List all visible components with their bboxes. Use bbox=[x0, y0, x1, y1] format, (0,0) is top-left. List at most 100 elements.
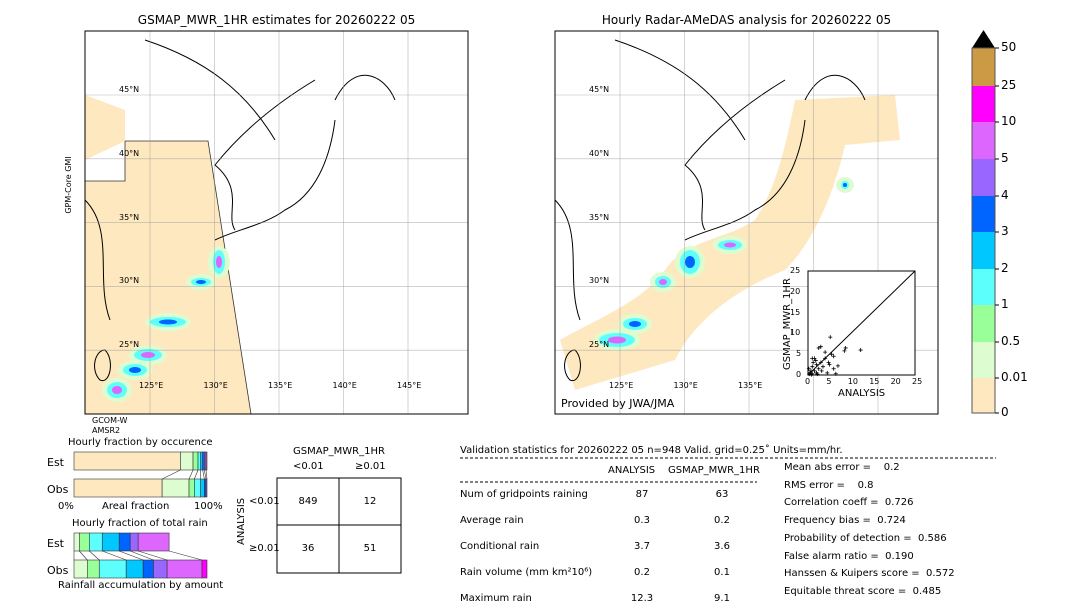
coastline bbox=[84, 39, 396, 382]
colorbar-tick-label: 0 bbox=[1001, 405, 1009, 419]
scatter-point bbox=[810, 364, 815, 369]
cell-tn: 849 bbox=[298, 496, 318, 507]
stat-row-label: Num of gridpoints raining bbox=[460, 489, 588, 500]
contingency-col-1: <0.01 bbox=[293, 461, 324, 472]
stat-analysis-value: 3.7 bbox=[634, 541, 650, 552]
stat-gsmap-value: 0.2 bbox=[714, 515, 730, 526]
scatter-point bbox=[823, 356, 828, 361]
score-item: Equitable threat score = 0.485 bbox=[784, 585, 942, 597]
map-frame bbox=[84, 30, 469, 415]
fraction-segment bbox=[73, 559, 88, 579]
scatter-point bbox=[858, 348, 863, 353]
stat-analysis-value: 0.2 bbox=[634, 567, 650, 578]
connector-line bbox=[194, 469, 199, 480]
scatter-point bbox=[808, 368, 813, 373]
colorbar-segment bbox=[972, 122, 995, 159]
swath-area-north bbox=[85, 95, 125, 160]
scatter-point bbox=[818, 360, 823, 365]
connector-line bbox=[102, 550, 127, 561]
connector-line bbox=[188, 469, 194, 480]
scatter-ytick: 25 bbox=[790, 266, 801, 275]
scatter-point bbox=[835, 363, 840, 368]
stat-gsmap-value: 0.1 bbox=[714, 567, 730, 578]
contingency-row-1: <0.01 bbox=[249, 496, 280, 507]
fraction-segment bbox=[200, 478, 205, 498]
colorbar-segment bbox=[972, 196, 995, 232]
scatter-xlabel: ANALYSIS bbox=[838, 388, 886, 399]
connector-line bbox=[89, 550, 100, 561]
scatter-point bbox=[827, 362, 832, 367]
fraction-segment bbox=[153, 559, 168, 579]
fraction-segment bbox=[180, 451, 194, 471]
rain-cell-core bbox=[112, 386, 122, 394]
scatter-point bbox=[813, 358, 818, 363]
stat-gsmap-value: 63 bbox=[715, 489, 729, 500]
fraction-segment bbox=[201, 559, 208, 579]
score-item: Mean abs error = 0.2 bbox=[784, 462, 900, 473]
stat-row-label: Average rain bbox=[460, 515, 524, 526]
rain-cell-core bbox=[141, 352, 155, 358]
fraction-segment bbox=[192, 451, 199, 471]
scatter-point bbox=[826, 360, 831, 365]
lat-label: 35°N bbox=[589, 212, 610, 222]
rain-xlabel: Rainfall accumulation by amount bbox=[58, 580, 224, 591]
colorbar-tick-label: 5 bbox=[1001, 151, 1009, 165]
lat-label: 30°N bbox=[119, 276, 140, 286]
rain-cell-core bbox=[159, 319, 177, 325]
lat-label: 45°N bbox=[589, 85, 610, 94]
score-item: Probability of detection = 0.586 bbox=[784, 532, 947, 544]
scatter-ytick: 0 bbox=[796, 370, 802, 379]
fraction-segment bbox=[118, 532, 131, 552]
fraction-segment bbox=[137, 532, 170, 552]
score-item: RMS error = 0.8 bbox=[784, 479, 874, 491]
connector-line bbox=[169, 550, 203, 561]
lat-label: 30°N bbox=[589, 276, 610, 286]
fraction-segment bbox=[166, 559, 203, 579]
scatter-point bbox=[820, 364, 825, 369]
scatter-point bbox=[831, 366, 836, 371]
cell-tp: 51 bbox=[363, 543, 377, 554]
map-frame bbox=[554, 30, 939, 415]
fraction-segment bbox=[79, 532, 90, 552]
cell-fn: 36 bbox=[301, 543, 315, 554]
scatter-point bbox=[811, 360, 816, 365]
fraction-segment bbox=[73, 451, 181, 471]
left-map bbox=[84, 30, 469, 415]
stat-row-label: Conditional rain bbox=[460, 541, 540, 552]
lon-label: 135°E bbox=[738, 381, 763, 390]
colorbar-tick-label: 0.01 bbox=[1001, 370, 1028, 384]
scatter-point bbox=[814, 362, 819, 367]
lon-label: 130°E bbox=[673, 381, 698, 390]
stats-col-analysis: ANALYSIS bbox=[608, 465, 656, 476]
lat-label: 35°N bbox=[119, 212, 140, 222]
scatter-point bbox=[815, 372, 820, 377]
scatter-ytick: 10 bbox=[790, 328, 801, 338]
scatter-point bbox=[809, 372, 814, 377]
contingency-col-2: ≥0.01 bbox=[355, 461, 386, 472]
scatter-ytick: 20 bbox=[790, 286, 801, 296]
scatter-point bbox=[842, 348, 847, 353]
fraction-segment bbox=[188, 478, 195, 498]
occ-obs-label: Obs bbox=[47, 483, 69, 496]
fraction-segment bbox=[98, 559, 127, 579]
colorbar-segment bbox=[972, 269, 995, 305]
colorbar-tick-label: 4 bbox=[1001, 188, 1009, 202]
scatter-point bbox=[818, 344, 823, 349]
stat-row-label: Maximum rain bbox=[460, 593, 532, 604]
right-map-title: Hourly Radar-AMeDAS analysis for 2026022… bbox=[601, 13, 892, 27]
contingency-title: GSMAP_MWR_1HR bbox=[293, 446, 385, 457]
stat-row-label: Rain volume (mm km²10⁶) bbox=[460, 567, 593, 578]
fraction-segment bbox=[197, 451, 201, 471]
scatter-xtick: 10 bbox=[847, 377, 858, 386]
colorbar-segment bbox=[972, 48, 995, 86]
score-item: Hanssen & Kuipers score = 0.572 bbox=[784, 568, 955, 580]
rain-cell-core bbox=[608, 336, 626, 344]
fraction-segment bbox=[129, 532, 139, 552]
scatter-diagonal bbox=[807, 270, 916, 376]
occ-xlabel: Areal fraction bbox=[102, 501, 170, 512]
colorbar-tick-label: 50 bbox=[1001, 40, 1017, 54]
connector-line bbox=[161, 469, 181, 480]
data-credit: Provided by JWA/JMA bbox=[561, 397, 675, 410]
scatter-point bbox=[843, 345, 848, 350]
